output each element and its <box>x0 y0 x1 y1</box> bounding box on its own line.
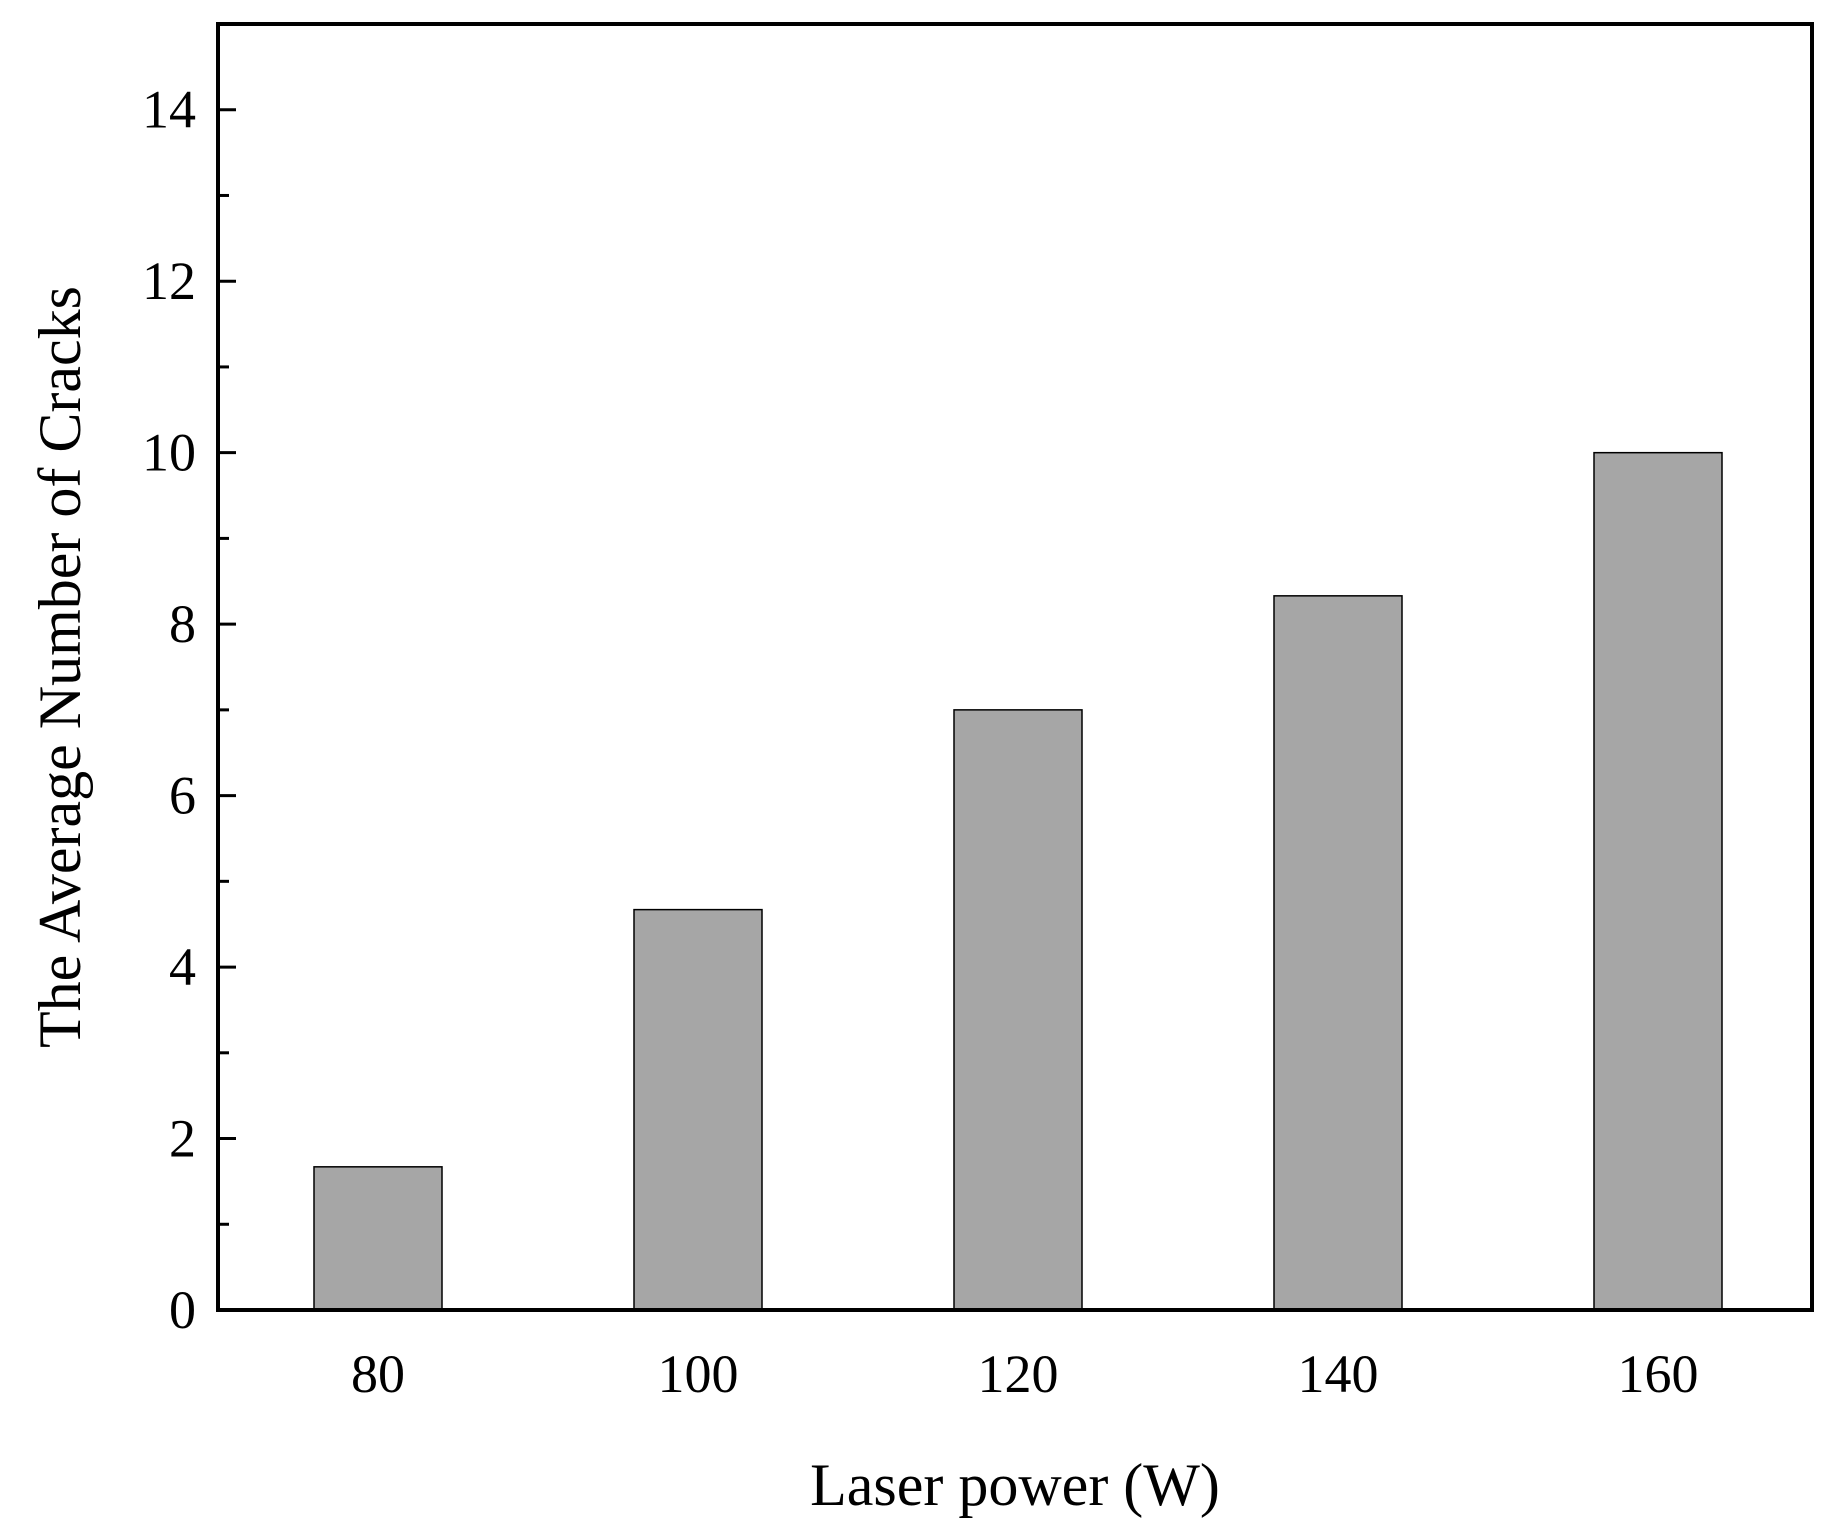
bar-140 <box>1273 595 1403 1311</box>
y-tick-label: 12 <box>142 251 196 311</box>
y-tick-label: 6 <box>169 766 196 826</box>
x-tick-label: 100 <box>658 1344 739 1404</box>
y-axis-title: The Average Number of Cracks <box>27 286 93 1048</box>
y-major-ticks <box>218 108 236 1312</box>
x-tick-label: 140 <box>1298 1344 1379 1404</box>
y-tick-label: 8 <box>169 594 196 654</box>
bar-160 <box>1593 451 1723 1311</box>
y-tick-label: 10 <box>142 423 196 483</box>
y-tick-label: 4 <box>169 937 196 997</box>
bars <box>313 451 1723 1311</box>
x-tick-label: 120 <box>978 1344 1059 1404</box>
y-tick-label: 0 <box>169 1280 196 1340</box>
bar-80 <box>313 1166 443 1311</box>
x-tick-label: 80 <box>351 1344 405 1404</box>
bar-100 <box>633 908 763 1311</box>
y-tick-labels: 0 2 4 6 8 10 12 14 <box>142 80 196 1340</box>
bar-120 <box>953 709 1083 1311</box>
y-tick-label: 2 <box>169 1109 196 1169</box>
y-tick-label: 14 <box>142 80 196 140</box>
x-tick-labels: 80 100 120 140 160 <box>351 1344 1699 1404</box>
plot-frame <box>216 22 1814 1312</box>
x-axis-title: Laser power (W) <box>810 1452 1220 1518</box>
x-tick-label: 160 <box>1618 1344 1699 1404</box>
